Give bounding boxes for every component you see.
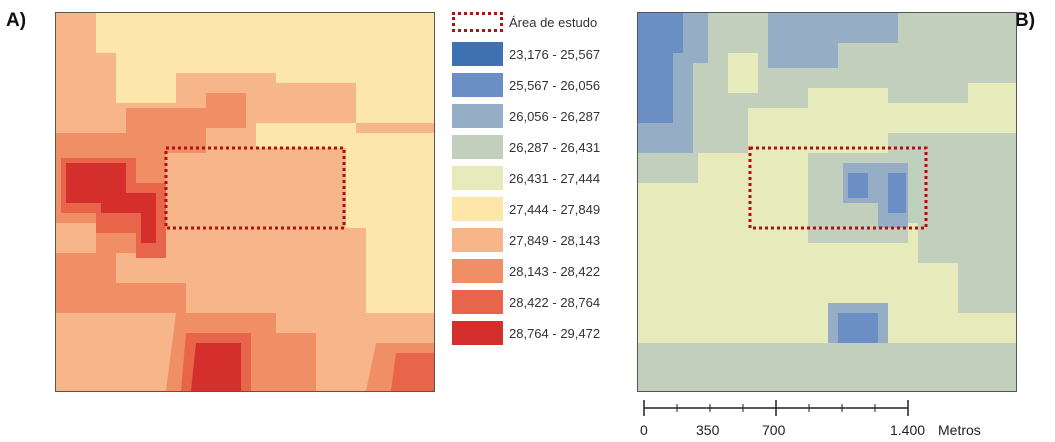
legend-swatch <box>452 228 503 252</box>
raster-zone-hottest <box>191 343 241 391</box>
legend-range: 28,143 - 28,422 <box>509 263 601 279</box>
legend-range: 26,431 - 27,444 <box>509 170 601 186</box>
legend-range: 26,056 - 26,287 <box>509 108 601 124</box>
legend-class: 27,444 - 27,849 <box>452 195 600 223</box>
map-panel-a <box>55 12 435 392</box>
raster-zone-colder <box>848 173 868 198</box>
legend-range: 26,287 - 26,431 <box>509 139 601 155</box>
panel-a-label: A) <box>6 10 27 31</box>
legend-swatch <box>452 104 503 128</box>
scale-unit-label: Metros <box>938 422 981 438</box>
legend-range: 23,176 - 25,567 <box>509 46 601 62</box>
legend-class: 28,422 - 28,764 <box>452 288 600 316</box>
raster-zone-light <box>56 13 434 123</box>
raster-zone-cool <box>888 133 1016 313</box>
scale-tick-label: 0 <box>640 422 648 438</box>
raster-zone-cold <box>768 13 898 68</box>
legend-swatch <box>452 290 503 314</box>
raster-zone-colder <box>638 13 683 123</box>
legend-class: 25,567 - 26,056 <box>452 71 600 99</box>
legend-swatch <box>452 321 503 345</box>
study-area-outline-b <box>748 146 928 230</box>
scale-tick-label: 350 <box>696 422 720 438</box>
raster-zone-pale <box>728 53 758 93</box>
legend-class: 27,849 - 28,143 <box>452 226 600 254</box>
temperature-raster-b <box>638 13 1016 391</box>
raster-zone-hottest <box>66 163 156 243</box>
legend-range: 27,444 - 27,849 <box>509 201 601 217</box>
raster-zone-cool <box>638 343 1016 391</box>
legend-study-area: Área de estudo <box>452 8 597 36</box>
study-area-outline-a <box>164 146 346 230</box>
legend-range: 28,422 - 28,764 <box>509 294 601 310</box>
raster-zone-warm <box>56 253 186 313</box>
legend-swatch <box>452 259 503 283</box>
raster-zone-mid <box>56 13 96 53</box>
scale-bar: 0 350 700 1.400 Metros <box>640 396 1055 442</box>
legend-class: 26,431 - 27,444 <box>452 164 600 192</box>
legend-class: 26,056 - 26,287 <box>452 102 600 130</box>
legend-range: 27,849 - 28,143 <box>509 232 601 248</box>
scale-bar-graphic <box>643 400 909 416</box>
panel-b-label: B) <box>1015 10 1036 31</box>
raster-zone-colder <box>888 173 906 213</box>
raster-zone-light <box>256 123 434 313</box>
legend-class: 28,143 - 28,422 <box>452 257 600 285</box>
raster-zone-hot <box>391 353 434 391</box>
legend-class: 26,287 - 26,431 <box>452 133 600 161</box>
legend-swatch <box>452 42 503 66</box>
legend-swatch <box>452 73 503 97</box>
study-area-swatch <box>452 12 503 32</box>
temperature-raster-a <box>56 13 434 391</box>
legend-swatch <box>452 197 503 221</box>
legend-class: 28,764 - 29,472 <box>452 319 600 347</box>
legend-class: 23,176 - 25,567 <box>452 40 600 68</box>
legend-swatch <box>452 166 503 190</box>
legend-range: 28,764 - 29,472 <box>509 325 601 341</box>
scale-tick-label: 1.400 <box>890 422 926 438</box>
legend-swatch <box>452 135 503 159</box>
legend-range: 25,567 - 26,056 <box>509 77 601 93</box>
scale-tick-label: 700 <box>762 422 786 438</box>
study-area-label: Área de estudo <box>509 14 598 30</box>
map-panel-b <box>637 12 1017 392</box>
